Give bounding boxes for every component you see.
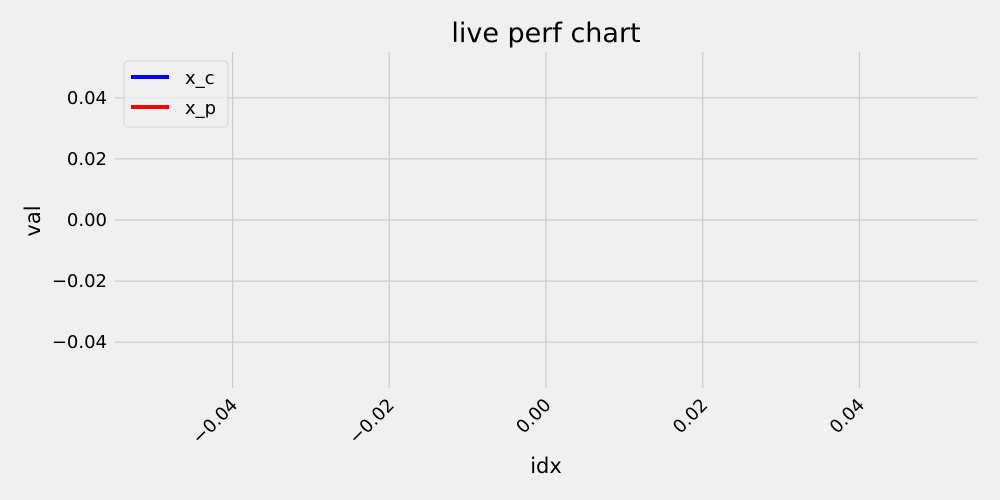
plot-area [115, 52, 977, 388]
y-tick-label: −0.02 [52, 271, 107, 292]
y-tick-label: 0.02 [67, 149, 107, 170]
y-gridlines [115, 97, 977, 343]
legend: x_c x_p [123, 60, 229, 128]
y-axis-label: val [21, 205, 45, 236]
y-tick-label: −0.04 [52, 332, 107, 353]
y-tick-label: 0.04 [67, 88, 107, 109]
chart-title: live perf chart [451, 18, 640, 49]
y-tick-labels: 0.04 0.02 0.00 −0.02 −0.04 [52, 88, 107, 353]
legend-label-x-c: x_c [185, 68, 215, 89]
x-axis-label: idx [530, 454, 562, 478]
legend-label-x-p: x_p [185, 98, 216, 119]
y-tick-label: 0.00 [67, 210, 107, 231]
